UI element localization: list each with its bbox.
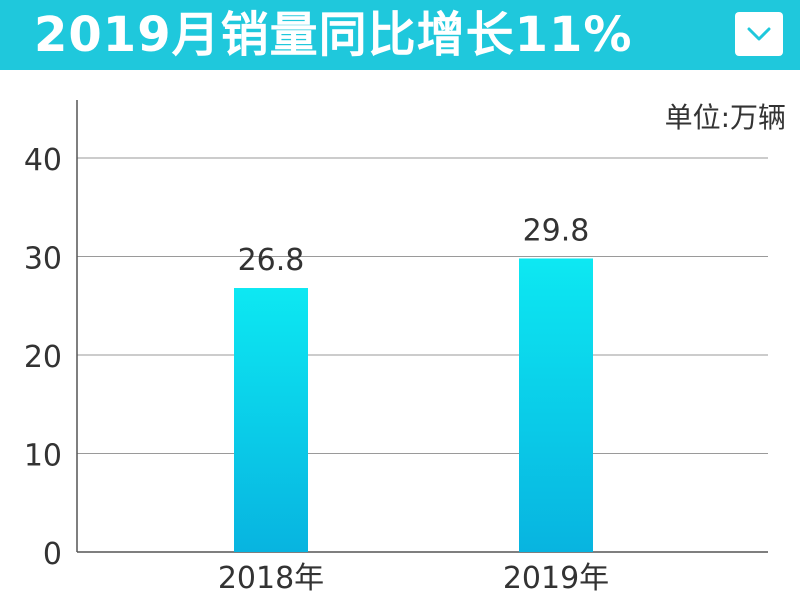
chart-title: 2019月销量同比增长11% — [34, 7, 633, 63]
x-tick-label-0: 2018年 — [218, 561, 324, 596]
dropdown-button[interactable] — [735, 12, 783, 56]
data-label-0: 26.8 — [238, 243, 305, 278]
title-bar: 2019月销量同比增长11% — [0, 0, 800, 70]
bar-2018年 — [234, 288, 308, 552]
bar-2019年 — [519, 258, 593, 552]
y-tick-label-30: 30 — [24, 242, 62, 277]
chevron-down-icon — [747, 27, 771, 41]
data-label-1: 29.8 — [523, 213, 590, 248]
x-tick-label-1: 2019年 — [503, 561, 609, 596]
y-tick-label-10: 10 — [24, 439, 62, 474]
y-tick-label-20: 20 — [24, 340, 62, 375]
unit-label: 单位:万辆 — [664, 101, 786, 134]
y-tick-label-40: 40 — [24, 143, 62, 178]
y-tick-label-0: 0 — [43, 537, 62, 572]
